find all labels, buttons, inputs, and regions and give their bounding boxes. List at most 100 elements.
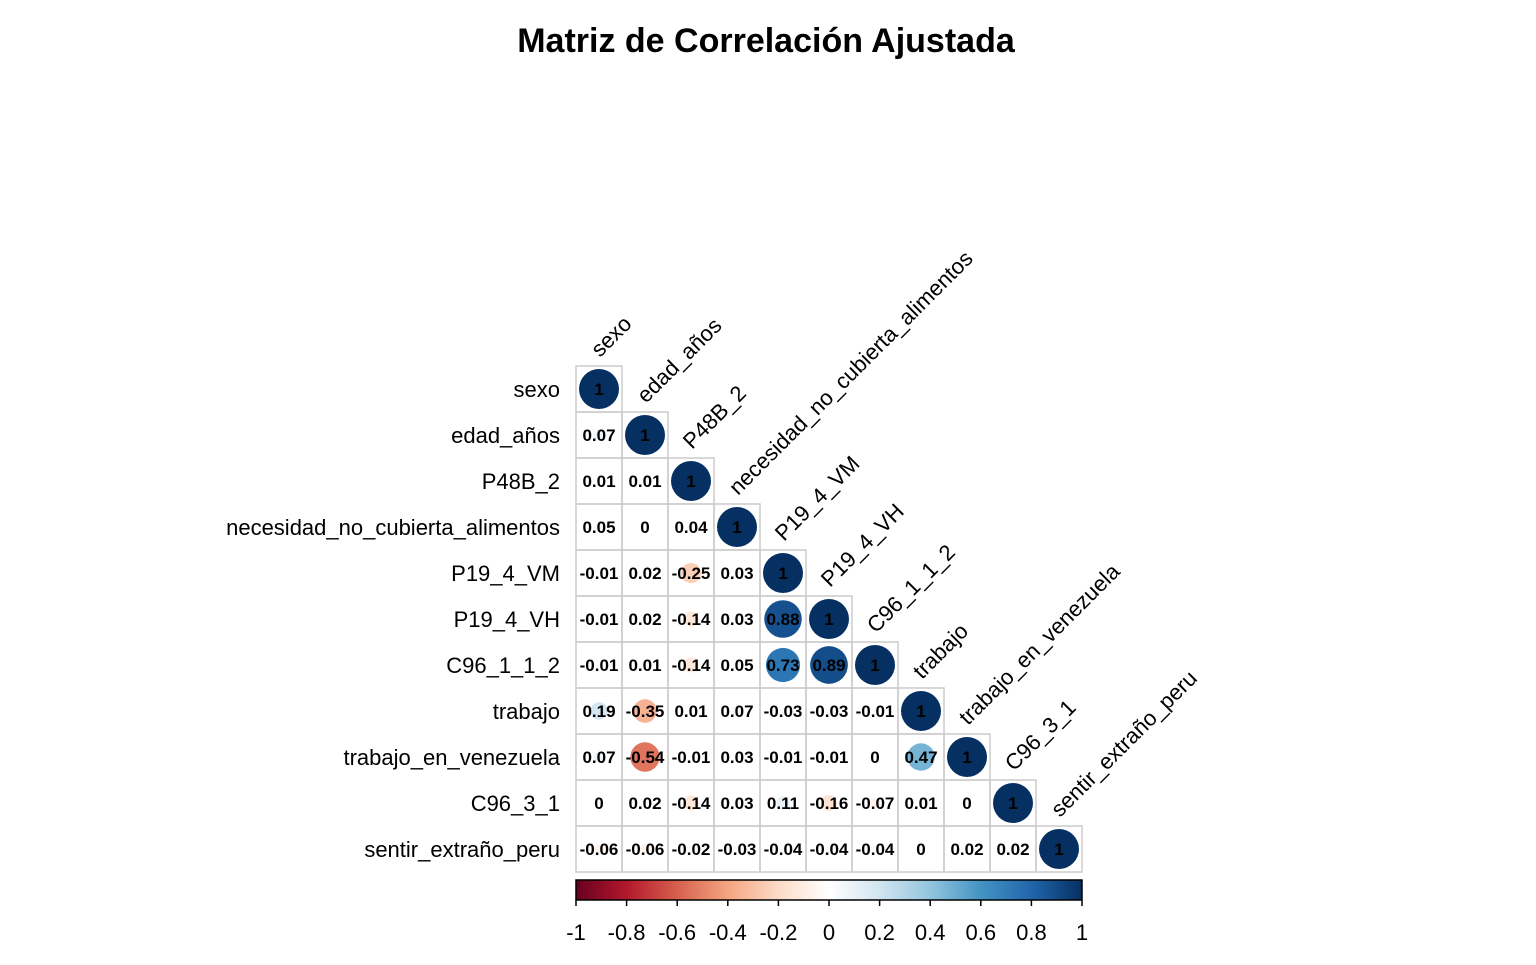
column-label: C96_3_1 bbox=[1000, 695, 1081, 776]
correlation-value: -0.03 bbox=[810, 702, 849, 721]
correlation-value: 0.01 bbox=[582, 472, 615, 491]
correlation-circle bbox=[593, 429, 605, 441]
correlation-value: -0.54 bbox=[626, 748, 665, 767]
column-label: edad_años bbox=[632, 313, 727, 408]
matrix-cell bbox=[1035, 825, 1083, 873]
correlation-value: 0.03 bbox=[720, 748, 753, 767]
column-label: trabajo bbox=[908, 618, 973, 683]
correlation-value: 1 bbox=[778, 564, 787, 583]
correlation-value: 1 bbox=[916, 702, 925, 721]
correlation-value: 0.07 bbox=[582, 426, 615, 445]
correlation-circle bbox=[642, 800, 648, 806]
column-label: P19_4_VH bbox=[816, 499, 909, 592]
correlation-circle bbox=[825, 707, 833, 715]
correlation-circle bbox=[825, 845, 833, 853]
correlation-circle bbox=[594, 844, 604, 854]
correlation-circle bbox=[776, 796, 790, 810]
correlation-circle bbox=[733, 615, 741, 623]
colorbar-tick-label: 0 bbox=[823, 920, 835, 945]
column-label: C96_1_1_2 bbox=[862, 539, 960, 637]
row-label: C96_1_1_2 bbox=[446, 653, 560, 678]
colorbar-tick-label: 0.4 bbox=[915, 920, 946, 945]
correlation-value: 1 bbox=[732, 518, 741, 537]
correlation-circle bbox=[717, 507, 757, 547]
correlation-value: 1 bbox=[1008, 794, 1017, 813]
correlation-value: 0.11 bbox=[767, 794, 799, 813]
correlation-value: 0.02 bbox=[628, 610, 661, 629]
correlation-circle bbox=[633, 699, 657, 723]
correlation-value: 1 bbox=[686, 472, 695, 491]
correlation-circle bbox=[597, 663, 601, 667]
correlation-circle bbox=[733, 569, 741, 577]
correlation-circle bbox=[579, 369, 619, 409]
correlation-value: -0.01 bbox=[856, 702, 895, 721]
correlation-value: 0.03 bbox=[720, 794, 753, 813]
colorbar-tick-label: 1 bbox=[1076, 920, 1088, 945]
correlation-value: -0.14 bbox=[672, 794, 711, 813]
row-label: sexo bbox=[514, 377, 560, 402]
correlation-circle bbox=[688, 846, 694, 852]
correlation-circle bbox=[643, 663, 647, 667]
column-label: sexo bbox=[586, 311, 637, 362]
correlation-circle bbox=[779, 845, 787, 853]
correlation-value: -0.14 bbox=[672, 656, 711, 675]
correlation-value: 0.73 bbox=[766, 656, 799, 675]
correlation-circle bbox=[779, 707, 787, 715]
correlation-value: -0.03 bbox=[764, 702, 803, 721]
correlation-circle bbox=[764, 600, 802, 638]
correlation-value: -0.06 bbox=[626, 840, 665, 859]
correlation-circle bbox=[765, 647, 801, 683]
column-label: P48B_2 bbox=[678, 380, 751, 453]
correlation-value: 0.03 bbox=[720, 610, 753, 629]
column-label: sentir_extraño_peru bbox=[1046, 665, 1202, 821]
correlation-value: 1 bbox=[962, 748, 971, 767]
correlation-value: -0.14 bbox=[672, 610, 711, 629]
correlation-value: -0.25 bbox=[672, 564, 711, 583]
correlation-value: 0.05 bbox=[720, 656, 753, 675]
cells-layer: 1 0.07 1 0.01 0.01 1 0.05 0 0.04 1 -0.01 0.02 -0.25 0… bbox=[579, 369, 1079, 869]
column-label: trabajo_en_venezuela bbox=[954, 558, 1125, 729]
correlation-circle bbox=[733, 799, 741, 807]
row-label: P19_4_VM bbox=[451, 561, 560, 586]
correlation-value: 0.01 bbox=[674, 702, 707, 721]
correlation-circle bbox=[732, 660, 742, 670]
correlation-circle bbox=[683, 657, 699, 673]
correlation-value: 1 bbox=[870, 656, 879, 675]
correlation-value: -0.01 bbox=[672, 748, 711, 767]
correlation-value: 0.01 bbox=[904, 794, 937, 813]
correlation-value: 0 bbox=[916, 840, 925, 859]
correlation-value: 0.02 bbox=[628, 564, 661, 583]
correlation-value: -0.01 bbox=[580, 656, 619, 675]
correlation-circle bbox=[630, 742, 660, 772]
correlation-circle bbox=[763, 553, 803, 593]
correlation-value: 0.89 bbox=[812, 656, 845, 675]
row-label: sentir_extraño_peru bbox=[364, 837, 560, 862]
correlation-value: 0.88 bbox=[766, 610, 799, 629]
correlation-value: 0.02 bbox=[628, 794, 661, 813]
correlation-value: 0.03 bbox=[720, 564, 753, 583]
row-label: necesidad_no_cubierta_alimentos bbox=[226, 515, 560, 540]
correlation-circle bbox=[689, 755, 693, 759]
correlation-circle bbox=[964, 846, 970, 852]
correlation-circle bbox=[689, 709, 693, 713]
correlation-value: 0.02 bbox=[996, 840, 1029, 859]
correlation-circle bbox=[593, 751, 605, 763]
correlation-value: 1 bbox=[1054, 840, 1063, 859]
correlation-circle bbox=[873, 709, 877, 713]
correlation-value: -0.16 bbox=[810, 794, 849, 813]
colorbar-tick-label: 0.2 bbox=[864, 920, 895, 945]
colorbar-tick-label: -0.2 bbox=[759, 920, 797, 945]
colorbar-tick-label: -0.6 bbox=[658, 920, 696, 945]
colorbar-tick-label: -1 bbox=[566, 920, 586, 945]
correlation-circle bbox=[781, 755, 785, 759]
correlation-value: -0.03 bbox=[718, 840, 757, 859]
correlation-circle bbox=[901, 691, 941, 731]
row-label: edad_años bbox=[451, 423, 560, 448]
row-label: C96_3_1 bbox=[471, 791, 560, 816]
correlation-value: -0.04 bbox=[810, 840, 849, 859]
correlation-value: 0.07 bbox=[582, 748, 615, 767]
correlation-circle bbox=[947, 737, 987, 777]
correlation-circle bbox=[597, 479, 601, 483]
correlation-value: 1 bbox=[594, 380, 603, 399]
